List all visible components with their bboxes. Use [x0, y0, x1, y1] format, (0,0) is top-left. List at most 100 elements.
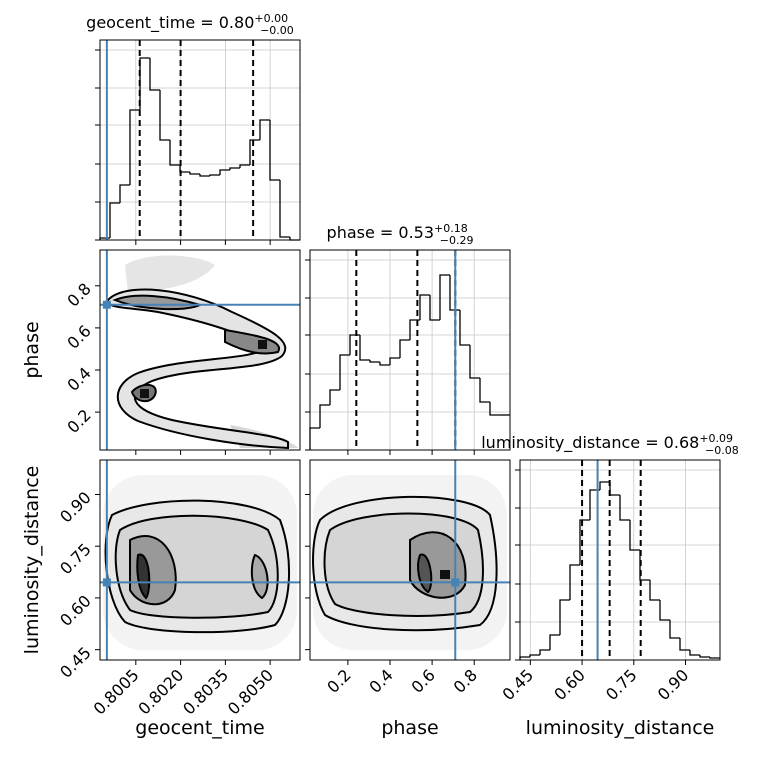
y-tick-label: 0.60 [56, 591, 95, 630]
histogram-step [459, 310, 470, 346]
panel-frame [99, 39, 301, 241]
histogram-step [659, 600, 670, 621]
histogram-step [669, 620, 680, 639]
panel-title: geocent_time = 0.80+0.00 −0.00 [86, 12, 294, 37]
histogram-step [489, 402, 500, 416]
truth-marker [102, 578, 111, 587]
panel-title: luminosity_distance = 0.68+0.09 −0.08 [481, 432, 739, 457]
histogram-step [349, 334, 360, 355]
panel-frame [519, 459, 721, 661]
y-axis-label: luminosity_distance [21, 466, 43, 655]
density-distance-vs-phase [312, 475, 507, 650]
histogram-step [569, 564, 580, 600]
panel-frame [99, 459, 301, 661]
histogram-step [149, 58, 160, 91]
histogram-step [549, 634, 560, 650]
histogram-step [249, 139, 260, 165]
x-axis-label: geocent_time [135, 717, 264, 739]
histogram-step [199, 174, 210, 177]
title-minus: −0.29 [440, 234, 474, 247]
title-minus: −0.08 [705, 444, 739, 457]
panel-frame [99, 249, 301, 451]
histogram-step [609, 482, 620, 496]
histogram-step [389, 357, 400, 365]
histogram-step [319, 404, 330, 428]
histogram-step [469, 345, 480, 379]
x-tick-label: 0.45 [499, 665, 538, 704]
histogram-step [599, 481, 610, 490]
y-tick-label: 0.6 [63, 321, 94, 352]
x-axis-label: phase [381, 717, 438, 739]
histogram-step [139, 57, 150, 110]
y-axis-label: phase [21, 321, 43, 378]
histogram-step [129, 109, 140, 185]
y-tick-label: 0.4 [63, 363, 94, 394]
y-tick-label: 0.75 [56, 540, 95, 579]
histogram-step [359, 335, 370, 361]
x-tick-label: 0.90 [654, 665, 693, 704]
density-phase-vs-time [107, 255, 298, 450]
x-tick-label: 0.6 [408, 665, 439, 696]
histogram-step [259, 119, 270, 140]
histogram-step [409, 319, 420, 340]
histogram-step [169, 140, 180, 166]
histogram-step [479, 378, 490, 403]
histogram-step [579, 519, 590, 565]
histogram-step [239, 164, 250, 168]
histogram-step [429, 295, 440, 321]
histogram-step [629, 520, 640, 551]
histogram-step [379, 362, 390, 366]
histogram-step [439, 274, 450, 320]
y-tick-label: 0.90 [56, 488, 95, 527]
histogram-step [679, 638, 690, 651]
histogram-step [419, 294, 430, 320]
x-tick-label: 0.8005 [90, 665, 143, 718]
histogram-step [269, 120, 280, 181]
title-plus: +0.09 [699, 432, 733, 445]
x-axis-label: luminosity_distance [526, 717, 715, 739]
histogram-step [699, 655, 710, 658]
truth-marker [102, 300, 111, 309]
panel-frame [309, 459, 511, 661]
histogram-step [689, 650, 700, 656]
histogram-step [309, 427, 320, 450]
y-tick-label: 0.45 [56, 643, 95, 682]
histogram-step [109, 202, 120, 238]
title-main: geocent_time = 0.80 [86, 13, 254, 33]
histogram-step [159, 90, 170, 141]
x-tick-label: 0.8035 [179, 665, 232, 718]
x-tick-label: 0.60 [550, 665, 589, 704]
histogram-step [119, 184, 130, 203]
histogram-step [209, 174, 220, 176]
x-tick-label: 0.75 [602, 665, 641, 704]
histogram-step [619, 495, 630, 521]
x-tick-label: 0.8 [450, 665, 481, 696]
title-plus: +0.00 [254, 12, 288, 25]
histogram-step [539, 649, 550, 655]
histogram-step [649, 580, 660, 601]
histogram-step [339, 354, 350, 390]
panel-frame [309, 249, 511, 451]
histogram-step [449, 275, 460, 311]
y-tick-label: 0.2 [63, 405, 94, 436]
density-distance-vs-time [103, 475, 297, 650]
panel-title: phase = 0.53+0.18 −0.29 [327, 222, 474, 247]
histogram-step [559, 599, 570, 635]
histogram-step [229, 167, 240, 170]
truth-marker [451, 578, 460, 587]
histogram-step [369, 360, 380, 363]
title-main: luminosity_distance = 0.68 [481, 433, 699, 453]
x-tick-label: 0.8050 [224, 665, 277, 718]
x-tick-label: 0.4 [365, 665, 396, 696]
histogram-step [189, 172, 200, 175]
title-plus: +0.18 [434, 222, 468, 235]
histogram-step [279, 180, 290, 238]
x-tick-label: 0.8020 [134, 665, 187, 718]
histogram-step [709, 657, 720, 659]
histogram-step [399, 339, 410, 358]
title-minus: −0.00 [260, 24, 294, 37]
histogram-step [529, 654, 540, 657]
y-tick-label: 0.8 [63, 279, 94, 310]
title-main: phase = 0.53 [327, 223, 434, 242]
